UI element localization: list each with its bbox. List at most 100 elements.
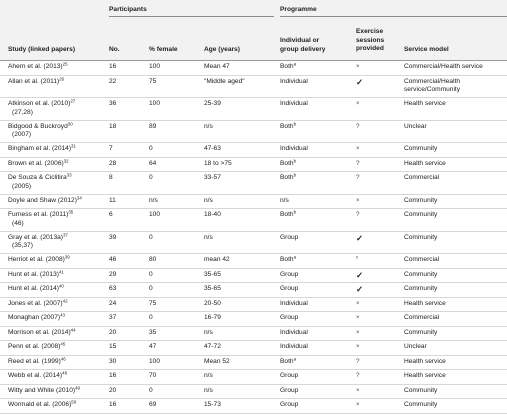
unknown-icon: ? (356, 372, 360, 379)
cell-study: Monaghan (2007)43 (8, 313, 65, 323)
cell-service: Community (404, 234, 437, 243)
cell-study: Gray et al. (2013a)37 (35,37) (8, 232, 68, 251)
service-line: Health service (404, 159, 446, 167)
cell-exercise: × (356, 343, 360, 352)
delivery-text: Both (280, 256, 294, 263)
cell-female: 70 (149, 372, 157, 379)
delivery-text: Group (280, 372, 299, 379)
service-line: Community (404, 145, 438, 152)
cell-exercise: × (356, 387, 360, 396)
column-header-exercise-line-1: Exercise (356, 28, 384, 35)
service-line: Community (404, 386, 438, 394)
study-ref: 49 (75, 384, 80, 390)
cell-delivery: Group (280, 271, 298, 280)
cell-study: Doyle and Shaw (2012)34 (8, 195, 82, 206)
cell-study: Webb et al. (2014)48 (8, 370, 68, 381)
study-ref: 45 (60, 341, 66, 347)
study-text: Brown et al. (2006) (8, 159, 64, 167)
unknown-icon: ? (356, 159, 360, 167)
study-line: Gray et al. (2013a)37 (8, 232, 68, 243)
table-row: Webb et al. (2014)48 16 70 n/s Group? Health … (0, 369, 507, 385)
service-line: Community (404, 401, 438, 408)
service-line: Health service (404, 372, 446, 379)
delivery-text: Individual (280, 328, 308, 336)
service-line: Commercial (404, 314, 440, 321)
cell-age: Mean 52 (204, 357, 230, 365)
cell-exercise: × (356, 314, 360, 323)
cross-icon: × (356, 402, 360, 408)
cell-no: 11 (109, 196, 116, 204)
cell-exercise: ✓ (356, 233, 363, 245)
delivery-text: Group (280, 401, 299, 408)
cell-exercise: c (356, 255, 358, 265)
study-line: Monaghan (2007)43 (8, 313, 65, 323)
study-text: Herriot et al. (2008) (8, 256, 65, 263)
cell-exercise: × (356, 300, 360, 309)
cell-delivery: Botha (280, 62, 296, 72)
delivery-text: Individual (280, 343, 308, 350)
cell-service: Health service (404, 358, 446, 367)
cell-exercise: ✓ (356, 270, 363, 282)
study-line: (27,28) (8, 109, 75, 118)
study-line: Penn et al. (2008)45 (8, 341, 66, 352)
delivery-text: Group (280, 386, 299, 394)
cell-age: 33-57 (204, 174, 221, 181)
cell-service: Health service (404, 160, 446, 169)
column-header-exercise: Exercise sessions provided (356, 28, 384, 54)
study-ref: 46 (60, 355, 66, 361)
cell-female: 35 (149, 328, 157, 336)
cell-service: Health service (404, 372, 446, 381)
cell-delivery: Botha (280, 356, 296, 367)
cell-delivery: Botha (280, 254, 297, 265)
table-row: Witty and White (2010)49 20 0 n/s Group × Comm… (0, 384, 507, 399)
study-ref: 39 (64, 254, 70, 260)
cell-service: Community (404, 145, 437, 154)
study-text: Monaghan (2007) (8, 314, 61, 321)
cell-study: Jones et al. (2007)42 (8, 298, 68, 309)
study-text: De Souza & Ciclitira (8, 174, 67, 181)
cell-service: Commercial (404, 174, 439, 183)
cell-study: Morrison et al. (2014)44 (8, 327, 76, 338)
study-line: Witty and White (2010)49 (8, 384, 80, 396)
cell-female: 0 (149, 270, 153, 278)
table-row: Brown et al. (2006)32 28 64 18 to >75 Bothb?… (0, 157, 507, 172)
cell-exercise: × (356, 63, 360, 72)
delivery-text: Individual (280, 145, 308, 152)
study-line: Herriot et al. (2008)39 (8, 254, 70, 265)
cross-icon: × (356, 197, 360, 204)
study-ref: 48 (62, 370, 68, 376)
cell-no: 18 (109, 122, 117, 130)
cell-service: Unclear (404, 123, 427, 132)
participants-group-rule (109, 16, 274, 17)
cell-no: 20 (109, 328, 117, 336)
cell-no: 16 (109, 372, 117, 379)
cross-icon: × (356, 315, 360, 321)
delivery-note: a (293, 254, 297, 260)
delivery-text: Individual (280, 77, 308, 85)
cell-study: Bidgood & Buckroyd30 (2007) (8, 120, 73, 140)
service-line: Community (404, 328, 438, 336)
study-text: Doyle and Shaw (2012) (8, 196, 77, 204)
study-line: Hunt et al. (2014)40 (8, 284, 64, 294)
table-row: Hunt et al. (2014)40 63 0 35-65 Group ✓ Commun… (0, 282, 507, 298)
column-header-female: % female (149, 46, 178, 53)
study-ref: 25 (62, 61, 68, 67)
column-header-service: Service model (404, 46, 449, 53)
delivery-text: Both (280, 211, 294, 218)
cell-service: Health service (404, 300, 446, 309)
delivery-text: Group (280, 285, 299, 292)
unknown-icon: ? (356, 122, 360, 130)
cell-exercise: ? (356, 174, 360, 183)
cross-icon: × (356, 64, 360, 70)
cell-delivery: Group (280, 314, 298, 323)
header-rule (0, 60, 507, 61)
cell-study: Reed et al. (1999)46 (8, 355, 66, 367)
study-text: Ahern et al. (2013) (8, 63, 63, 70)
service-line: Unclear (404, 122, 427, 130)
cell-service: Health service (404, 100, 446, 109)
cell-no: 28 (109, 159, 117, 167)
column-header-delivery: Individual or group delivery (280, 37, 325, 54)
column-header-exercise-line-3: provided (356, 45, 384, 53)
study-ref: 30 (67, 120, 73, 126)
cell-no: 24 (109, 299, 117, 307)
